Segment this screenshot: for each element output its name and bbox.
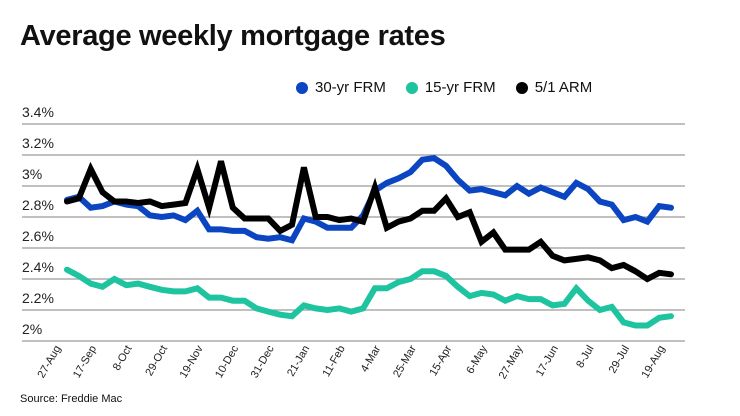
x-tick-label: 17-Jun — [534, 344, 561, 379]
series-line-1 — [64, 266, 674, 329]
x-tick-label: 31-Dec — [249, 343, 277, 380]
y-tick-label: 3% — [22, 166, 42, 182]
x-tick-label: 29-Oct — [143, 344, 170, 379]
y-tick-label: 2.6% — [22, 228, 54, 244]
x-tick-label: 27-May — [497, 343, 526, 381]
x-tick-label: 15-Apr — [428, 343, 455, 378]
x-tick-label: 8-Jul — [574, 344, 596, 371]
x-tick-label: 29-Jul — [607, 344, 632, 376]
y-tick-label: 3.2% — [22, 135, 54, 151]
y-tick-label: 2.8% — [22, 197, 54, 213]
legend-marker-arm — [515, 81, 528, 94]
source-note: Source: Freddie Mac — [20, 393, 123, 405]
legend-marker-30yr — [296, 81, 308, 94]
legend-marker-15yr — [405, 81, 418, 94]
y-tick-label: 2% — [22, 321, 42, 337]
x-tick-label: 19-Nov — [178, 343, 206, 380]
legend-label-30yr: 30-yr FRM — [315, 79, 386, 96]
y-tick-label: 3.4% — [22, 104, 54, 120]
legend-item-15yr: 15-yr FRM — [405, 79, 496, 96]
y-tick-label: 2.4% — [22, 259, 54, 275]
x-tick-label: 10-Dec — [213, 343, 241, 380]
x-tick-label: 8-Oct — [111, 344, 135, 373]
y-tick-label: 2.2% — [22, 290, 54, 306]
x-tick-label: 17-Sep — [71, 344, 99, 381]
legend-item-arm: 5/1 ARM — [515, 79, 593, 96]
series-line-2 — [64, 159, 674, 283]
x-tick-label: 11-Feb — [320, 344, 347, 379]
legend-label-15yr: 15-yr FRM — [424, 79, 496, 96]
legend: 30-yr FRM 15-yr FRM 5/1 ARM — [296, 79, 592, 96]
legend-label-arm: 5/1 ARM — [534, 79, 593, 96]
legend-item-30yr: 30-yr FRM — [296, 79, 386, 96]
x-tick-label: 21-Jan — [285, 344, 312, 379]
chart-title: Average weekly mortgage rates — [20, 20, 446, 52]
x-tick-label: 27-Aug — [35, 344, 63, 381]
x-tick-label: 6-May — [464, 343, 490, 376]
x-tick-label: 4-Mar — [359, 343, 384, 374]
x-tick-label: 25-Mar — [391, 343, 419, 379]
x-tick-label: 19-Aug — [639, 344, 667, 381]
